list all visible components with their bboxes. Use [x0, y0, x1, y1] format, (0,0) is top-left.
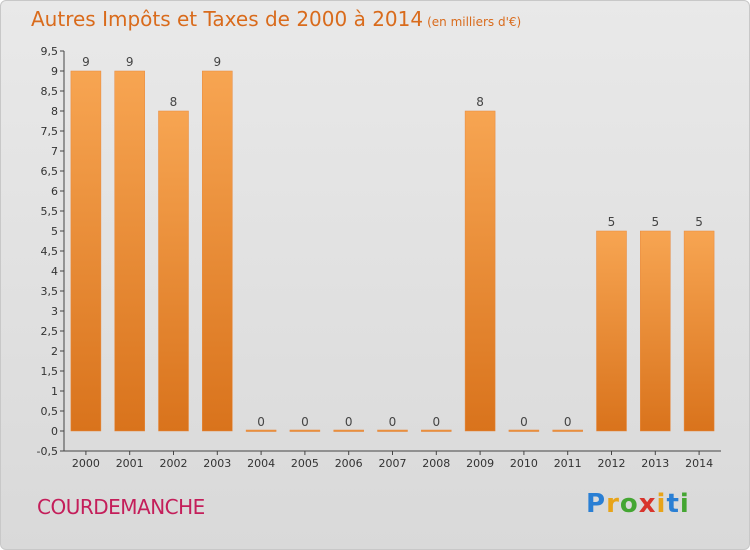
- bar: [464, 110, 496, 432]
- bars: [70, 70, 715, 432]
- y-tick-label: 0,5: [41, 405, 59, 418]
- bar-value-label: 5: [651, 215, 659, 229]
- y-tick-label: 3,5: [41, 285, 59, 298]
- bar: [683, 230, 715, 432]
- y-tick-label: 1,5: [41, 365, 59, 378]
- bar-value-label: 0: [345, 415, 353, 429]
- x-tick-label: 2001: [116, 457, 144, 470]
- y-tick-label: 1: [51, 385, 58, 398]
- y-tick-label: 8,5: [41, 85, 59, 98]
- x-tick-label: 2014: [685, 457, 713, 470]
- logo-letter: o: [619, 489, 639, 519]
- x-tick-label: 2002: [160, 457, 188, 470]
- bar: [640, 230, 671, 432]
- bar: [114, 70, 145, 432]
- x-tick-label: 2007: [379, 457, 407, 470]
- bar: [245, 429, 277, 432]
- y-tick-label: 0: [51, 425, 58, 438]
- axes: -0,5 0 0,5 1 1,5 2 2,5 3 3,5 4 4,5 5 5,5 6 6,5 7 7,5 8 8,5…: [37, 45, 721, 470]
- bar: [552, 429, 583, 432]
- y-tick-label: 6: [51, 185, 58, 198]
- y-tick-label: 5,5: [41, 205, 59, 218]
- chart-unit: (en milliers d'€): [427, 15, 522, 29]
- logo-letter: P: [586, 489, 607, 519]
- chart-title-text: Autres Impôts et Taxes de 2000 à 2014: [31, 7, 424, 31]
- bar: [596, 230, 627, 432]
- bar-value-label: 0: [301, 415, 309, 429]
- y-tick-label: 5: [51, 225, 58, 238]
- y-tick-label: 4: [51, 265, 58, 278]
- bar-value-label: 0: [432, 415, 440, 429]
- x-tick-label: 2005: [291, 457, 319, 470]
- logo-letter: x: [638, 489, 657, 519]
- x-tick-label: 2013: [641, 457, 669, 470]
- x-tick-label: 2012: [598, 457, 626, 470]
- bar-value-label: 5: [695, 215, 703, 229]
- logo-letter: r: [606, 489, 620, 519]
- bar: [289, 429, 321, 432]
- y-tick-label: -0,5: [37, 445, 58, 458]
- x-tick-label: 2006: [335, 457, 363, 470]
- x-tick-label: 2003: [203, 457, 231, 470]
- bar-value-label: 0: [564, 415, 572, 429]
- bar: [333, 429, 364, 432]
- x-tick-label: 2000: [72, 457, 100, 470]
- bar: [421, 429, 452, 432]
- bar-value-label: 9: [126, 55, 134, 69]
- x-tick-label: 2009: [466, 457, 494, 470]
- bar: [202, 70, 233, 432]
- bar: [508, 429, 540, 432]
- bar-value-label: 5: [608, 215, 616, 229]
- bar-value-label: 0: [257, 415, 265, 429]
- x-tick-label: 2010: [510, 457, 538, 470]
- y-tick-label: 9: [51, 65, 58, 78]
- bar-value-label: 0: [520, 415, 528, 429]
- logo-letter: t: [666, 489, 680, 519]
- bar-value-label: 8: [170, 95, 178, 109]
- chart-title: Autres Impôts et Taxes de 2000 à 2014 (en…: [31, 7, 521, 31]
- y-tick-label: 2: [51, 345, 58, 358]
- y-tick-label: 7,5: [41, 125, 59, 138]
- y-tick-label: 4,5: [41, 245, 59, 258]
- bar: [158, 110, 189, 432]
- bar-value-label: 9: [213, 55, 221, 69]
- y-tick-label: 2,5: [41, 325, 59, 338]
- bar-value-label: 9: [82, 55, 90, 69]
- bar-value-label: 0: [389, 415, 397, 429]
- y-tick-label: 8: [51, 105, 58, 118]
- bar: [377, 429, 408, 432]
- logo-letter: i: [656, 489, 667, 519]
- logo-letter: i: [679, 489, 690, 519]
- y-tick-label: 9,5: [41, 45, 59, 58]
- x-tick-label: 2004: [247, 457, 275, 470]
- data-labels: 9 9 8 9 0 0 0 0 0 8 0 0 5 5 5: [82, 55, 703, 429]
- location-name: COURDEMANCHE: [37, 495, 205, 519]
- bar: [70, 70, 102, 432]
- proxiti-logo[interactable]: Proxiti: [586, 489, 690, 519]
- y-tick-label: 6,5: [41, 165, 59, 178]
- bar-value-label: 8: [476, 95, 484, 109]
- x-tick-label: 2011: [554, 457, 582, 470]
- y-tick-label: 3: [51, 305, 58, 318]
- y-tick-label: 7: [51, 145, 58, 158]
- x-tick-label: 2008: [422, 457, 450, 470]
